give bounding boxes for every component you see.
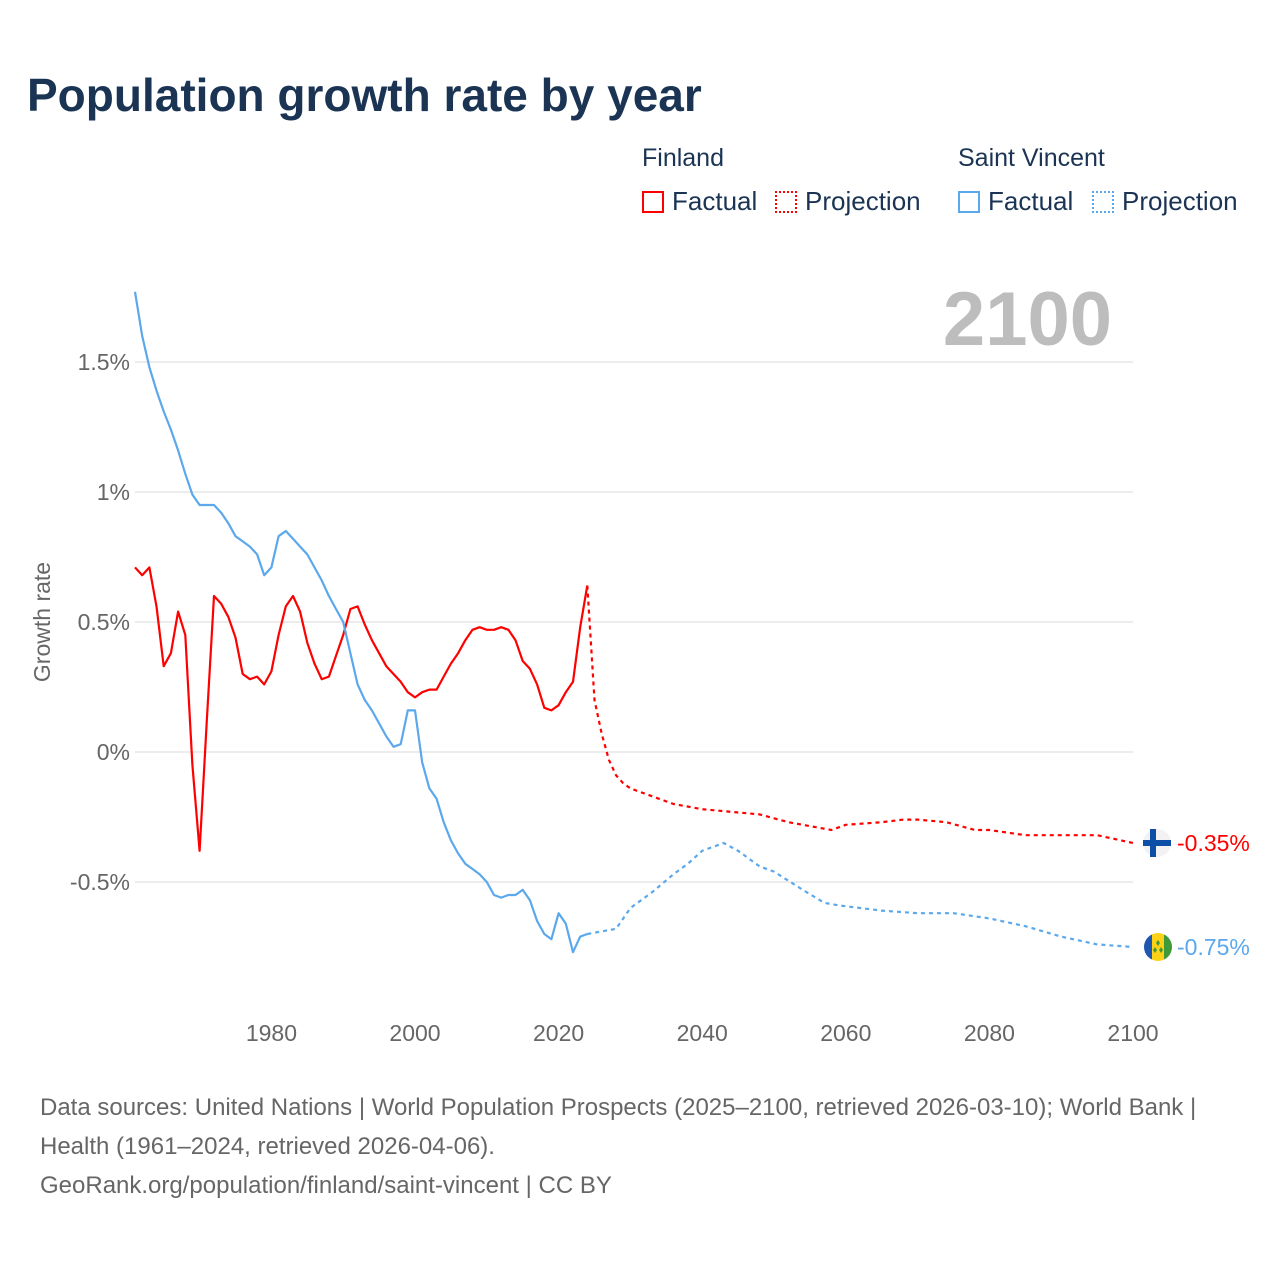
flag-diamond <box>1156 940 1160 946</box>
flag-diamond <box>1153 947 1157 953</box>
y-tick-label: 0% <box>97 739 130 765</box>
saint-vincent-flag-green <box>1164 933 1172 961</box>
y-tick-label: 1.5% <box>78 349 130 375</box>
legend-group-finland: Finland <box>642 144 724 172</box>
legend-label: Projection <box>1122 186 1238 216</box>
x-tick-label: 1980 <box>246 1020 297 1046</box>
saint-vincent-flag-yellow <box>1152 933 1164 961</box>
finland-flag-cross-h <box>1143 840 1171 846</box>
finland-flag-cross-v <box>1150 829 1156 857</box>
legend-swatch-dotted <box>1092 190 1114 213</box>
series-line-saint-vincent-projection <box>587 841 1134 949</box>
x-tick-label: 2000 <box>389 1020 440 1046</box>
source-note: Data sources: United Nations | World Pop… <box>40 1088 1240 1205</box>
legend-label: Factual <box>988 186 1074 216</box>
legend-label: Factual <box>672 186 758 216</box>
current-year-label: 2100 <box>942 277 1112 362</box>
legend-swatch-dotted <box>775 190 797 213</box>
legend-group-saint-vincent: Saint Vincent <box>958 144 1105 172</box>
legend-label: Projection <box>805 186 921 216</box>
chart-title: Population growth rate by year <box>27 69 702 121</box>
x-tick-label: 2040 <box>677 1020 728 1046</box>
legend-swatch-solid <box>642 190 664 213</box>
x-tick-label: 2100 <box>1107 1020 1158 1046</box>
series-line-saint-vincent-factual <box>133 291 588 954</box>
y-tick-label: 1% <box>97 479 130 505</box>
source-url: GeoRank.org/population/finland/saint-vin… <box>40 1172 612 1199</box>
x-tick-label: 2080 <box>964 1020 1015 1046</box>
legend-swatch-solid <box>958 190 980 213</box>
legend-sv-factual[interactable]: Factual <box>958 186 1073 217</box>
y-axis-label: Growth rate <box>29 562 55 682</box>
saint-vincent-end-label: -0.75% <box>1177 934 1250 960</box>
series-line-finland-factual <box>134 566 589 852</box>
source-line: Data sources: United Nations | World Pop… <box>40 1094 1197 1160</box>
series-line-finland-projection <box>586 585 1134 845</box>
x-tick-label: 2020 <box>533 1020 584 1046</box>
legend-finland-factual[interactable]: Factual <box>642 186 757 217</box>
y-tick-label: -0.5% <box>70 869 130 895</box>
finland-end-label: -0.35% <box>1177 830 1250 856</box>
saint-vincent-flag-icon <box>1144 933 1152 961</box>
y-tick-label: 0.5% <box>78 609 130 635</box>
flag-diamond <box>1159 947 1163 953</box>
legend-sv-projection[interactable]: Projection <box>1092 186 1238 217</box>
x-tick-label: 2060 <box>820 1020 871 1046</box>
legend-finland-projection[interactable]: Projection <box>775 186 921 217</box>
